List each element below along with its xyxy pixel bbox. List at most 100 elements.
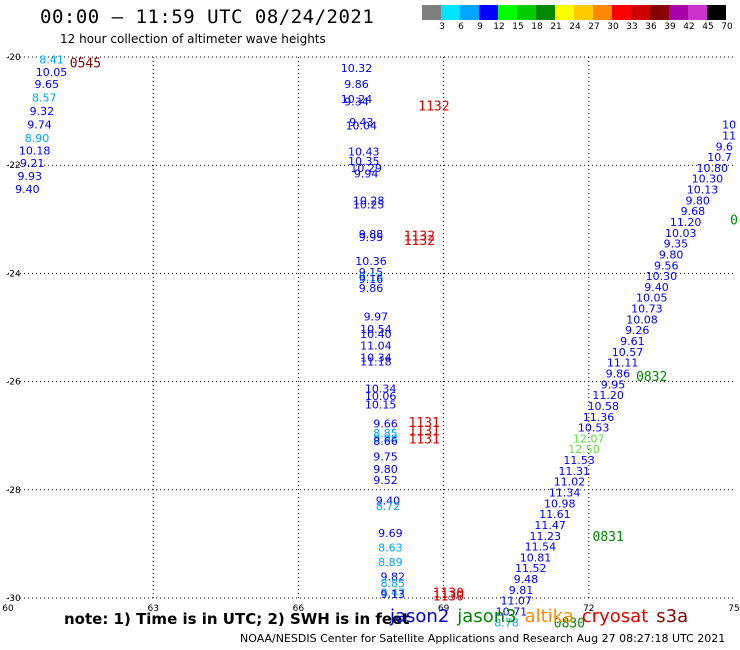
time-annotation: 1132: [404, 234, 435, 249]
colorbar-swatch: [650, 5, 669, 20]
wave-height-point: 8.47: [381, 587, 406, 600]
wave-height-point: 10.18: [19, 145, 51, 158]
wave-height-point: 9.81: [509, 584, 534, 597]
wave-height-point: 9.74: [27, 119, 52, 132]
wave-height-point: 9.56: [654, 259, 679, 272]
wave-height-point: 11.61: [539, 508, 571, 521]
wave-height-point: 9.95: [359, 231, 384, 244]
wave-height-point: 10.98: [544, 497, 576, 510]
wave-height-point: 11.23: [529, 530, 561, 543]
wave-height-point: 11: [722, 129, 736, 142]
wave-height-point: 10.54: [360, 323, 392, 336]
wave-height-point: 9.75: [373, 450, 398, 463]
wave-height-point: 9.97: [364, 311, 389, 324]
wave-height-point: 9.52: [373, 474, 398, 487]
colorbar-label: 6: [458, 22, 464, 32]
wave-height-point: 10.30: [692, 173, 724, 186]
wave-height-point: 9.86: [606, 367, 631, 380]
wave-height-point: 10.25: [353, 199, 385, 212]
wave-height-point: 10.03: [665, 227, 697, 240]
colorbar-swatch: [498, 5, 517, 20]
wave-height-point: 11.54: [525, 541, 557, 554]
wave-height-point: 10.30: [646, 270, 678, 283]
y-tick-label: -28: [6, 486, 21, 496]
x-tick-label: 69: [438, 604, 450, 614]
wave-height-point: 9.88: [359, 228, 384, 241]
wave-height-point: 10: [722, 119, 736, 132]
time-annotation: 0830: [554, 616, 585, 631]
wave-height-point: 12.50: [568, 443, 600, 456]
satellite-legend: jason2 jason3 altika cryosat s3a: [390, 606, 696, 627]
colorbar-label: 45: [702, 22, 714, 32]
wave-height-point: 8.85: [381, 577, 406, 590]
wave-height-point: 9.32: [30, 105, 55, 118]
colorbar-swatch: [479, 5, 498, 20]
x-tick-label: 66: [293, 604, 305, 614]
satellite-legend-item: altika: [524, 606, 574, 627]
time-annotation: 1130: [433, 587, 464, 602]
colorbar-swatch: [593, 5, 612, 20]
colorbar-label: 70: [721, 22, 733, 32]
wave-height-point: 10.13: [687, 184, 719, 197]
wave-height-point: 9.93: [18, 170, 43, 183]
wave-height-point: 9.80: [685, 194, 710, 207]
time-annotation: 1132: [418, 100, 449, 115]
footer-note: note: 1) Time is in UTC; 2) SWH is in fe…: [64, 610, 410, 628]
wave-height-point: 9.35: [664, 238, 689, 251]
wave-height-point: 10.28: [353, 194, 385, 207]
wave-height-point: 9.86: [344, 78, 369, 91]
time-annotation: 0: [730, 213, 738, 228]
wave-height-point: 10.32: [341, 62, 373, 75]
chart-title: 00:00 – 11:59 UTC 08/24/2021: [40, 6, 375, 28]
wave-height-point: 10.34: [365, 383, 397, 396]
wave-height-point: 11.07: [500, 595, 532, 608]
y-tick-label: -30: [6, 594, 21, 604]
satellite-legend-item: jason2: [390, 606, 450, 627]
colorbar-label: 12: [493, 22, 505, 32]
wave-height-point: 10.05: [636, 292, 668, 305]
wave-height-point: 11.02: [554, 476, 586, 489]
colorbar-swatch: [707, 5, 726, 20]
wave-height-point: 10.58: [588, 400, 620, 413]
wave-height-point: 10.36: [355, 255, 387, 268]
wave-height-point: 10.80: [696, 162, 728, 175]
wave-height-point: 9.95: [601, 378, 626, 391]
wave-height-point: 9.34: [344, 95, 369, 108]
x-tick-label: 60: [2, 604, 14, 614]
wave-height-point: 8.63: [378, 542, 403, 555]
colorbar-label: 39: [664, 22, 676, 32]
wave-height-point: 9.13: [381, 588, 406, 601]
wave-height-point: 10.53: [578, 422, 610, 435]
wave-height-point: 9.66: [373, 417, 398, 430]
wave-height-point: 9.40: [644, 281, 669, 294]
wave-height-point: 12.07: [573, 432, 605, 445]
wave-height-point: 11.20: [670, 216, 702, 229]
time-annotation: 0831: [593, 530, 624, 545]
time-annotation: 1130: [433, 589, 464, 604]
colorbar-swatch: [688, 5, 707, 20]
wave-height-point: 8.57: [32, 92, 57, 105]
colorbar-swatch: [631, 5, 650, 20]
wave-height-point: 8.78: [494, 616, 519, 629]
wave-height-point: 9.6: [716, 140, 734, 153]
wave-height-point: 10.15: [365, 398, 397, 411]
x-tick-label: 72: [583, 604, 594, 614]
wave-height-point: 9.21: [20, 157, 45, 170]
wave-height-point: 8.98: [373, 432, 398, 445]
wave-height-point: 11.34: [549, 487, 581, 500]
wave-height-point: 9.16: [359, 273, 384, 286]
colorbar-label: 30: [607, 22, 619, 32]
satellite-legend-item: cryosat: [581, 606, 649, 627]
footer-credit: NOAA/NESDIS Center for Satellite Applica…: [240, 632, 726, 645]
wave-height-point: 9.94: [354, 167, 379, 180]
wave-height-point: 10.06: [365, 390, 397, 403]
colorbar-label: 15: [512, 22, 524, 32]
wave-height-point: 8.90: [25, 132, 50, 145]
wave-height-point: 10.34: [360, 351, 392, 364]
colorbar-swatch: [669, 5, 688, 20]
wave-height-point: 9.15: [359, 266, 384, 279]
wave-height-point: 11.52: [515, 562, 547, 575]
time-annotation: 0545: [70, 56, 101, 71]
wave-height-point: 10.05: [36, 66, 68, 79]
wave-height-point: 8.41: [39, 54, 64, 67]
